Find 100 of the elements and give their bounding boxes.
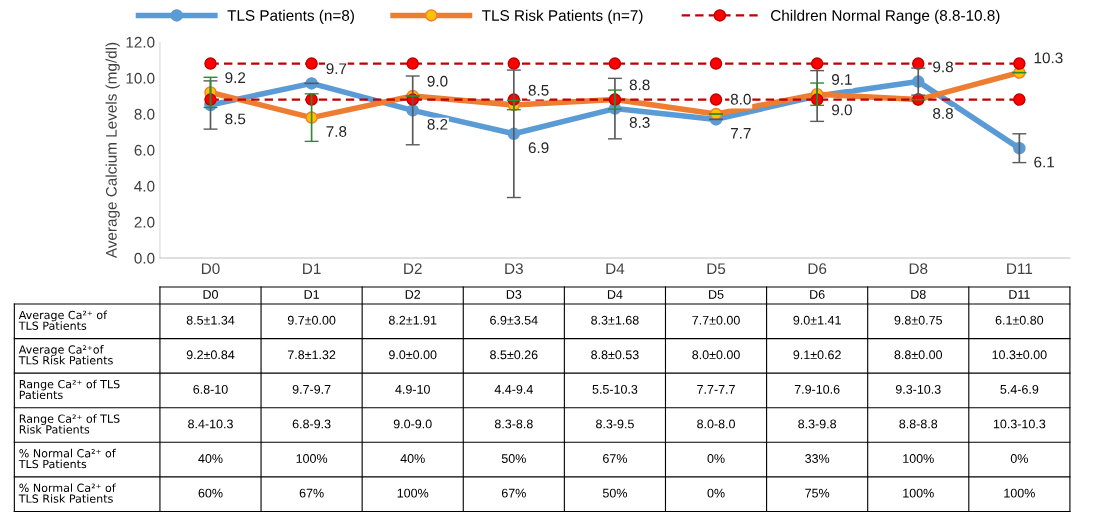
y-tick-label: 0.0 [134, 252, 155, 264]
text: 33% [805, 454, 830, 463]
data-label: 8.2 [427, 118, 448, 130]
category-label: D2 [405, 290, 421, 299]
text: 100% [903, 488, 934, 498]
text: 7.7±0.00 [692, 315, 740, 325]
data-label: 9.7 [326, 63, 347, 75]
text: 8.8±0.00 [894, 350, 943, 360]
category-label: Range Ca²⁺ of TLS Patients [19, 379, 120, 400]
data-label: 8.5 [225, 113, 246, 125]
text: 8.3-8.8 [494, 419, 533, 429]
legend-label: TLS Risk Patients (n=7) [482, 9, 643, 24]
text: 10.3-10.3 [993, 419, 1046, 429]
x-tick-label: D1 [303, 263, 321, 274]
text: 100% [296, 454, 328, 463]
text: 8.8-8.8 [899, 419, 938, 429]
data-label: 6.1 [1034, 156, 1054, 168]
category-label: % Normal Ca²⁺ of TLS Risk Patients [18, 483, 116, 503]
data-label: 9.8 [933, 61, 953, 73]
x-tick-label: D6 [808, 263, 827, 275]
category-label: D8 [911, 290, 926, 299]
text: 8.2±1.91 [388, 315, 437, 325]
text: 9.0-9.0 [393, 419, 432, 429]
text: 6.8-10 [193, 384, 228, 394]
legend-label: TLS Patients (n=8) [227, 9, 354, 24]
text: 6.1±0.80 [995, 315, 1044, 325]
x-tick-label: D2 [404, 263, 422, 274]
y-tick-label: 6.0 [134, 144, 155, 156]
text: 8.3-9.8 [798, 419, 837, 429]
text: 9.3-10.3 [895, 384, 941, 394]
text: 9.0±0.00 [389, 350, 437, 360]
text: 9.7-9.7 [292, 384, 331, 394]
data-label: 10.3 [1034, 52, 1063, 64]
text: 100% [903, 454, 934, 463]
text: 100% [397, 488, 429, 498]
point [608, 57, 622, 70]
text: 9.8±0.75 [894, 315, 943, 325]
text: 10.3±0.00 [992, 350, 1047, 360]
text: 50% [501, 454, 526, 463]
data-label: 9.2 [225, 72, 246, 84]
text: 5.5-10.3 [592, 384, 638, 394]
text: 6.9±3.54 [490, 315, 538, 325]
text: 7.9-10.6 [794, 384, 840, 394]
text: 40% [198, 454, 223, 463]
data-label: 8.8 [933, 108, 953, 119]
data-label: 8.3 [629, 117, 650, 128]
text: 50% [602, 488, 627, 498]
text: 0% [1010, 454, 1028, 463]
category-label: D4 [607, 290, 623, 299]
text: 7.8±1.32 [287, 350, 336, 360]
y-tick-label: 10.0 [126, 72, 155, 84]
category-label: D11 [1009, 290, 1030, 299]
text: 8.3±1.68 [591, 315, 639, 325]
text: 40% [400, 454, 425, 463]
category-label: % Normal Ca²⁺ of TLS Patients [18, 448, 116, 469]
text: 9.7±0.00 [287, 315, 336, 325]
data-label: 9.0 [832, 104, 852, 116]
point [709, 93, 723, 106]
data-label: 8.0 [730, 93, 751, 105]
point [305, 57, 318, 70]
x-tick-label: D11 [1007, 263, 1033, 274]
data-label: 8.8 [629, 79, 650, 91]
data-label: 8.5 [528, 84, 549, 96]
text: 6.8-9.3 [292, 419, 331, 429]
data-label: 6.9 [528, 142, 549, 154]
text: 60% [198, 488, 223, 498]
data-label: 7.8 [326, 126, 347, 137]
x-tick-label: D4 [606, 263, 625, 274]
text: 100% [1004, 488, 1035, 498]
point [406, 57, 419, 70]
point [507, 57, 521, 70]
text: 9.2±0.84 [186, 350, 235, 360]
point [1013, 57, 1026, 70]
x-tick-label: D5 [707, 263, 726, 275]
x-tick-label: D8 [909, 263, 928, 275]
text: 5.4-6.9 [1000, 384, 1039, 394]
text: 0% [707, 454, 725, 463]
text: 4.4-9.4 [494, 384, 533, 394]
x-tick-label: D0 [201, 263, 220, 275]
text: 4.9-10 [395, 384, 430, 394]
x-tick-label: D3 [505, 263, 523, 275]
point [204, 57, 217, 70]
point [709, 57, 723, 70]
text: 67% [603, 454, 627, 463]
category-label: D0 [203, 290, 218, 299]
data-label: 9.0 [427, 75, 448, 87]
y-axis-title: Average Calcium Levels (mg/dl) [105, 42, 120, 259]
text: 8.8±0.53 [591, 350, 639, 360]
y-tick-label: 8.0 [134, 108, 155, 120]
category-label: Range Ca²⁺ of TLS Risk Patients [19, 414, 120, 434]
category-label: D6 [810, 290, 825, 299]
text: 8.5±1.34 [186, 315, 235, 325]
legend-label: Children Normal Range (8.8-10.8) [771, 9, 1000, 24]
text: 8.4-10.3 [188, 419, 233, 429]
data-label: 9.1 [832, 74, 852, 85]
text: 9.1±0.62 [793, 350, 841, 360]
category-label: Average Ca²⁺ of TLS Patients [18, 310, 108, 330]
text: 7.7-7.7 [697, 385, 735, 394]
y-tick-label: 4.0 [134, 180, 155, 192]
point [1013, 93, 1026, 106]
